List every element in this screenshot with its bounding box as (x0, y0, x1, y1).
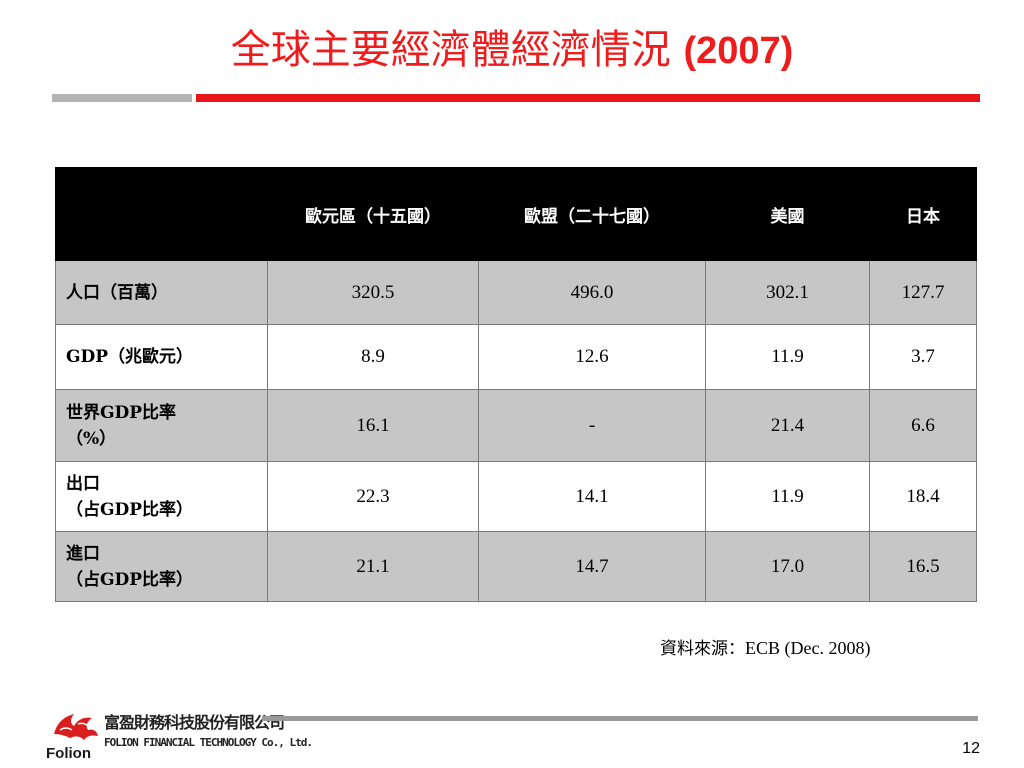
slide-title-text: 全球主要經濟體經濟情況 (230, 27, 671, 73)
economy-table: 歐元區（十五國） 歐盟（二十七國） 美國 日本 人口（百萬） 320.5 496… (55, 167, 977, 602)
table-cell: 12.6 (478, 324, 706, 390)
footer-divider (262, 716, 978, 721)
row-label-line: （占GDP比率） (66, 569, 194, 590)
row-label-line: 進口 (66, 543, 100, 564)
table-cell: 8.9 (267, 324, 479, 390)
source-note: 資料來源：ECB (Dec. 2008) (660, 634, 870, 659)
table-cell: - (478, 389, 706, 462)
table-row-imports: 進口 （占GDP比率） 21.1 14.7 17.0 16.5 (55, 531, 977, 602)
title-underline-red (196, 94, 980, 102)
table-header-eu: 歐盟（二十七國） (478, 167, 706, 261)
table-row-gdp: GDP（兆歐元） 8.9 12.6 11.9 3.7 (55, 324, 977, 390)
row-label: 人口（百萬） (55, 260, 268, 325)
table-cell: 302.1 (705, 260, 870, 325)
folion-logo-icon: Folion (46, 714, 98, 762)
table-row-world-gdp-share: 世界GDP比率 （%） 16.1 - 21.4 6.6 (55, 389, 977, 462)
page-number: 12 (962, 740, 980, 757)
table-header-usa: 美國 (705, 167, 870, 261)
logo-wordmark: Folion (46, 745, 91, 762)
table-cell: 16.5 (869, 531, 977, 602)
table-cell: 11.9 (705, 324, 870, 390)
table-header-corner (55, 167, 268, 261)
row-label-line: 人口（百萬） (66, 282, 168, 303)
table-cell: 14.7 (478, 531, 706, 602)
company-logo: Folion (44, 704, 106, 762)
table-cell: 496.0 (478, 260, 706, 325)
row-label-line: GDP（兆歐元） (66, 347, 194, 367)
table-cell: 3.7 (869, 324, 977, 390)
title-underline-gray (52, 94, 192, 102)
table-cell: 127.7 (869, 260, 977, 325)
row-label-line: （%） (66, 428, 117, 449)
row-label-line: 出口 (66, 473, 100, 494)
slide-title-year: (2007) (683, 30, 794, 72)
table-row-exports: 出口 （占GDP比率） 22.3 14.1 11.9 18.4 (55, 461, 977, 532)
table-header-japan: 日本 (869, 167, 977, 261)
row-label: 出口 （占GDP比率） (55, 461, 268, 532)
table-cell: 16.1 (267, 389, 479, 462)
table-header-row: 歐元區（十五國） 歐盟（二十七國） 美國 日本 (55, 167, 977, 261)
table-cell: 320.5 (267, 260, 479, 325)
row-label: 進口 （占GDP比率） (55, 531, 268, 602)
table-cell: 22.3 (267, 461, 479, 532)
table-cell: 17.0 (705, 531, 870, 602)
row-label: GDP（兆歐元） (55, 324, 268, 390)
table-cell: 18.4 (869, 461, 977, 532)
table-cell: 21.4 (705, 389, 870, 462)
source-label: 資料來源： (660, 639, 745, 659)
row-label-line: （占GDP比率） (66, 499, 194, 520)
slide-title: 全球主要經濟體經濟情況 (2007) (0, 22, 1024, 79)
company-name-cn: 富盈財務科技股份有限公司 (104, 713, 285, 732)
row-label-line: 世界GDP比率 (66, 402, 177, 423)
table-row-population: 人口（百萬） 320.5 496.0 302.1 127.7 (55, 260, 977, 325)
table-header-eurozone: 歐元區（十五國） (267, 167, 479, 261)
company-name-en: FOLION FINANCIAL TECHNOLOGY Co., Ltd. (104, 736, 313, 749)
table-cell: 11.9 (705, 461, 870, 532)
source-text: ECB (Dec. 2008) (745, 638, 871, 658)
table-cell: 14.1 (478, 461, 706, 532)
row-label: 世界GDP比率 （%） (55, 389, 268, 462)
table-cell: 21.1 (267, 531, 479, 602)
table-cell: 6.6 (869, 389, 977, 462)
